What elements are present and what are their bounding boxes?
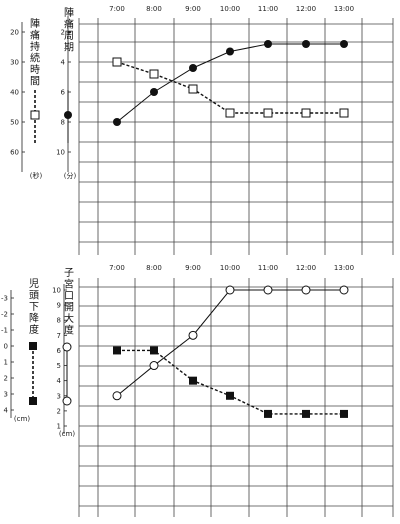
time-label: 13:00 [334, 5, 354, 13]
left-tick-label: 50 [10, 119, 19, 127]
right-tick-label: 6 [61, 89, 66, 97]
right-tick-label: 8 [61, 119, 65, 127]
legend-marker [64, 111, 72, 119]
legend-marker [29, 397, 37, 405]
data-point [112, 391, 122, 401]
right-axis-title: 陣痛周期 [64, 6, 74, 54]
data-point [339, 108, 349, 118]
right-tick-label: 4 [57, 377, 62, 385]
time-label: 13:00 [334, 264, 354, 272]
data-point [226, 391, 234, 400]
data-point [264, 409, 272, 418]
time-label: 9:00 [185, 5, 201, 13]
data-point [225, 285, 235, 295]
data-point [302, 409, 310, 418]
legend-marker [62, 396, 72, 406]
left-tick-label: 3 [4, 391, 8, 399]
left-tick-label: -1 [1, 327, 8, 335]
right-axis-unit: (分) [64, 171, 77, 180]
time-label: 8:00 [146, 5, 162, 13]
time-label: 7:00 [109, 5, 125, 13]
left-tick-label: 40 [10, 89, 19, 97]
time-label: 12:00 [296, 5, 316, 13]
right-tick-label: 8 [57, 317, 61, 325]
time-label: 12:00 [296, 264, 316, 272]
data-point [149, 69, 159, 79]
data-point [150, 346, 158, 355]
data-point [112, 57, 122, 67]
legend-marker [62, 342, 72, 352]
data-point [263, 285, 273, 295]
left-axis-title: 児頭下降度 [29, 278, 39, 336]
data-point [339, 285, 349, 295]
left-axis-title: 陣痛持続時間 [30, 17, 40, 88]
right-tick-label: 1 [57, 423, 61, 431]
series-line [117, 349, 344, 415]
right-tick-label: 4 [61, 59, 66, 67]
left-tick-label: 20 [10, 29, 19, 37]
left-tick-label: 2 [4, 375, 8, 383]
right-axis-unit: (cm) [59, 430, 75, 438]
left-axis-unit: (cm) [14, 415, 30, 423]
left-tick-label: 1 [4, 359, 8, 367]
data-point [340, 409, 348, 418]
left-tick-label: -3 [1, 295, 8, 303]
data-point [340, 40, 348, 48]
data-point [226, 47, 234, 56]
legend-marker [30, 110, 40, 120]
right-tick-label: 5 [57, 362, 61, 370]
data-point [188, 330, 198, 340]
left-tick-label: 0 [4, 343, 8, 351]
left-tick-label: 4 [4, 407, 9, 415]
data-point [113, 118, 121, 126]
right-tick-label: 10 [56, 149, 65, 157]
time-label: 8:00 [146, 264, 162, 272]
time-label: 9:00 [185, 264, 201, 272]
data-point [264, 40, 272, 48]
left-tick-label: 60 [10, 149, 19, 157]
data-point [189, 64, 197, 72]
data-point [301, 108, 311, 118]
data-point [189, 376, 197, 385]
right-tick-label: 10 [52, 287, 61, 295]
right-tick-label: 9 [57, 302, 61, 310]
time-label: 7:00 [109, 264, 125, 272]
time-label: 11:00 [258, 264, 278, 272]
left-tick-label: -2 [1, 311, 8, 319]
data-point [302, 40, 310, 48]
right-tick-label: 2 [61, 29, 65, 37]
right-tick-label: 2 [57, 407, 61, 415]
right-tick-label: 3 [57, 392, 61, 400]
time-label: 11:00 [258, 5, 278, 13]
right-tick-label: 6 [57, 347, 62, 355]
data-point [188, 84, 198, 94]
data-point [225, 108, 235, 118]
time-label: 10:00 [220, 264, 240, 272]
left-axis-unit: (秒) [30, 171, 43, 180]
data-point [263, 108, 273, 118]
data-point [301, 285, 311, 295]
data-point [113, 346, 121, 355]
legend-marker [29, 342, 37, 350]
time-label: 10:00 [220, 5, 240, 13]
right-tick-label: 7 [57, 332, 61, 340]
data-point [150, 88, 158, 96]
right-axis-title: 子宮口開大度 [64, 267, 74, 337]
left-tick-label: 30 [10, 59, 19, 67]
data-point [149, 361, 159, 371]
